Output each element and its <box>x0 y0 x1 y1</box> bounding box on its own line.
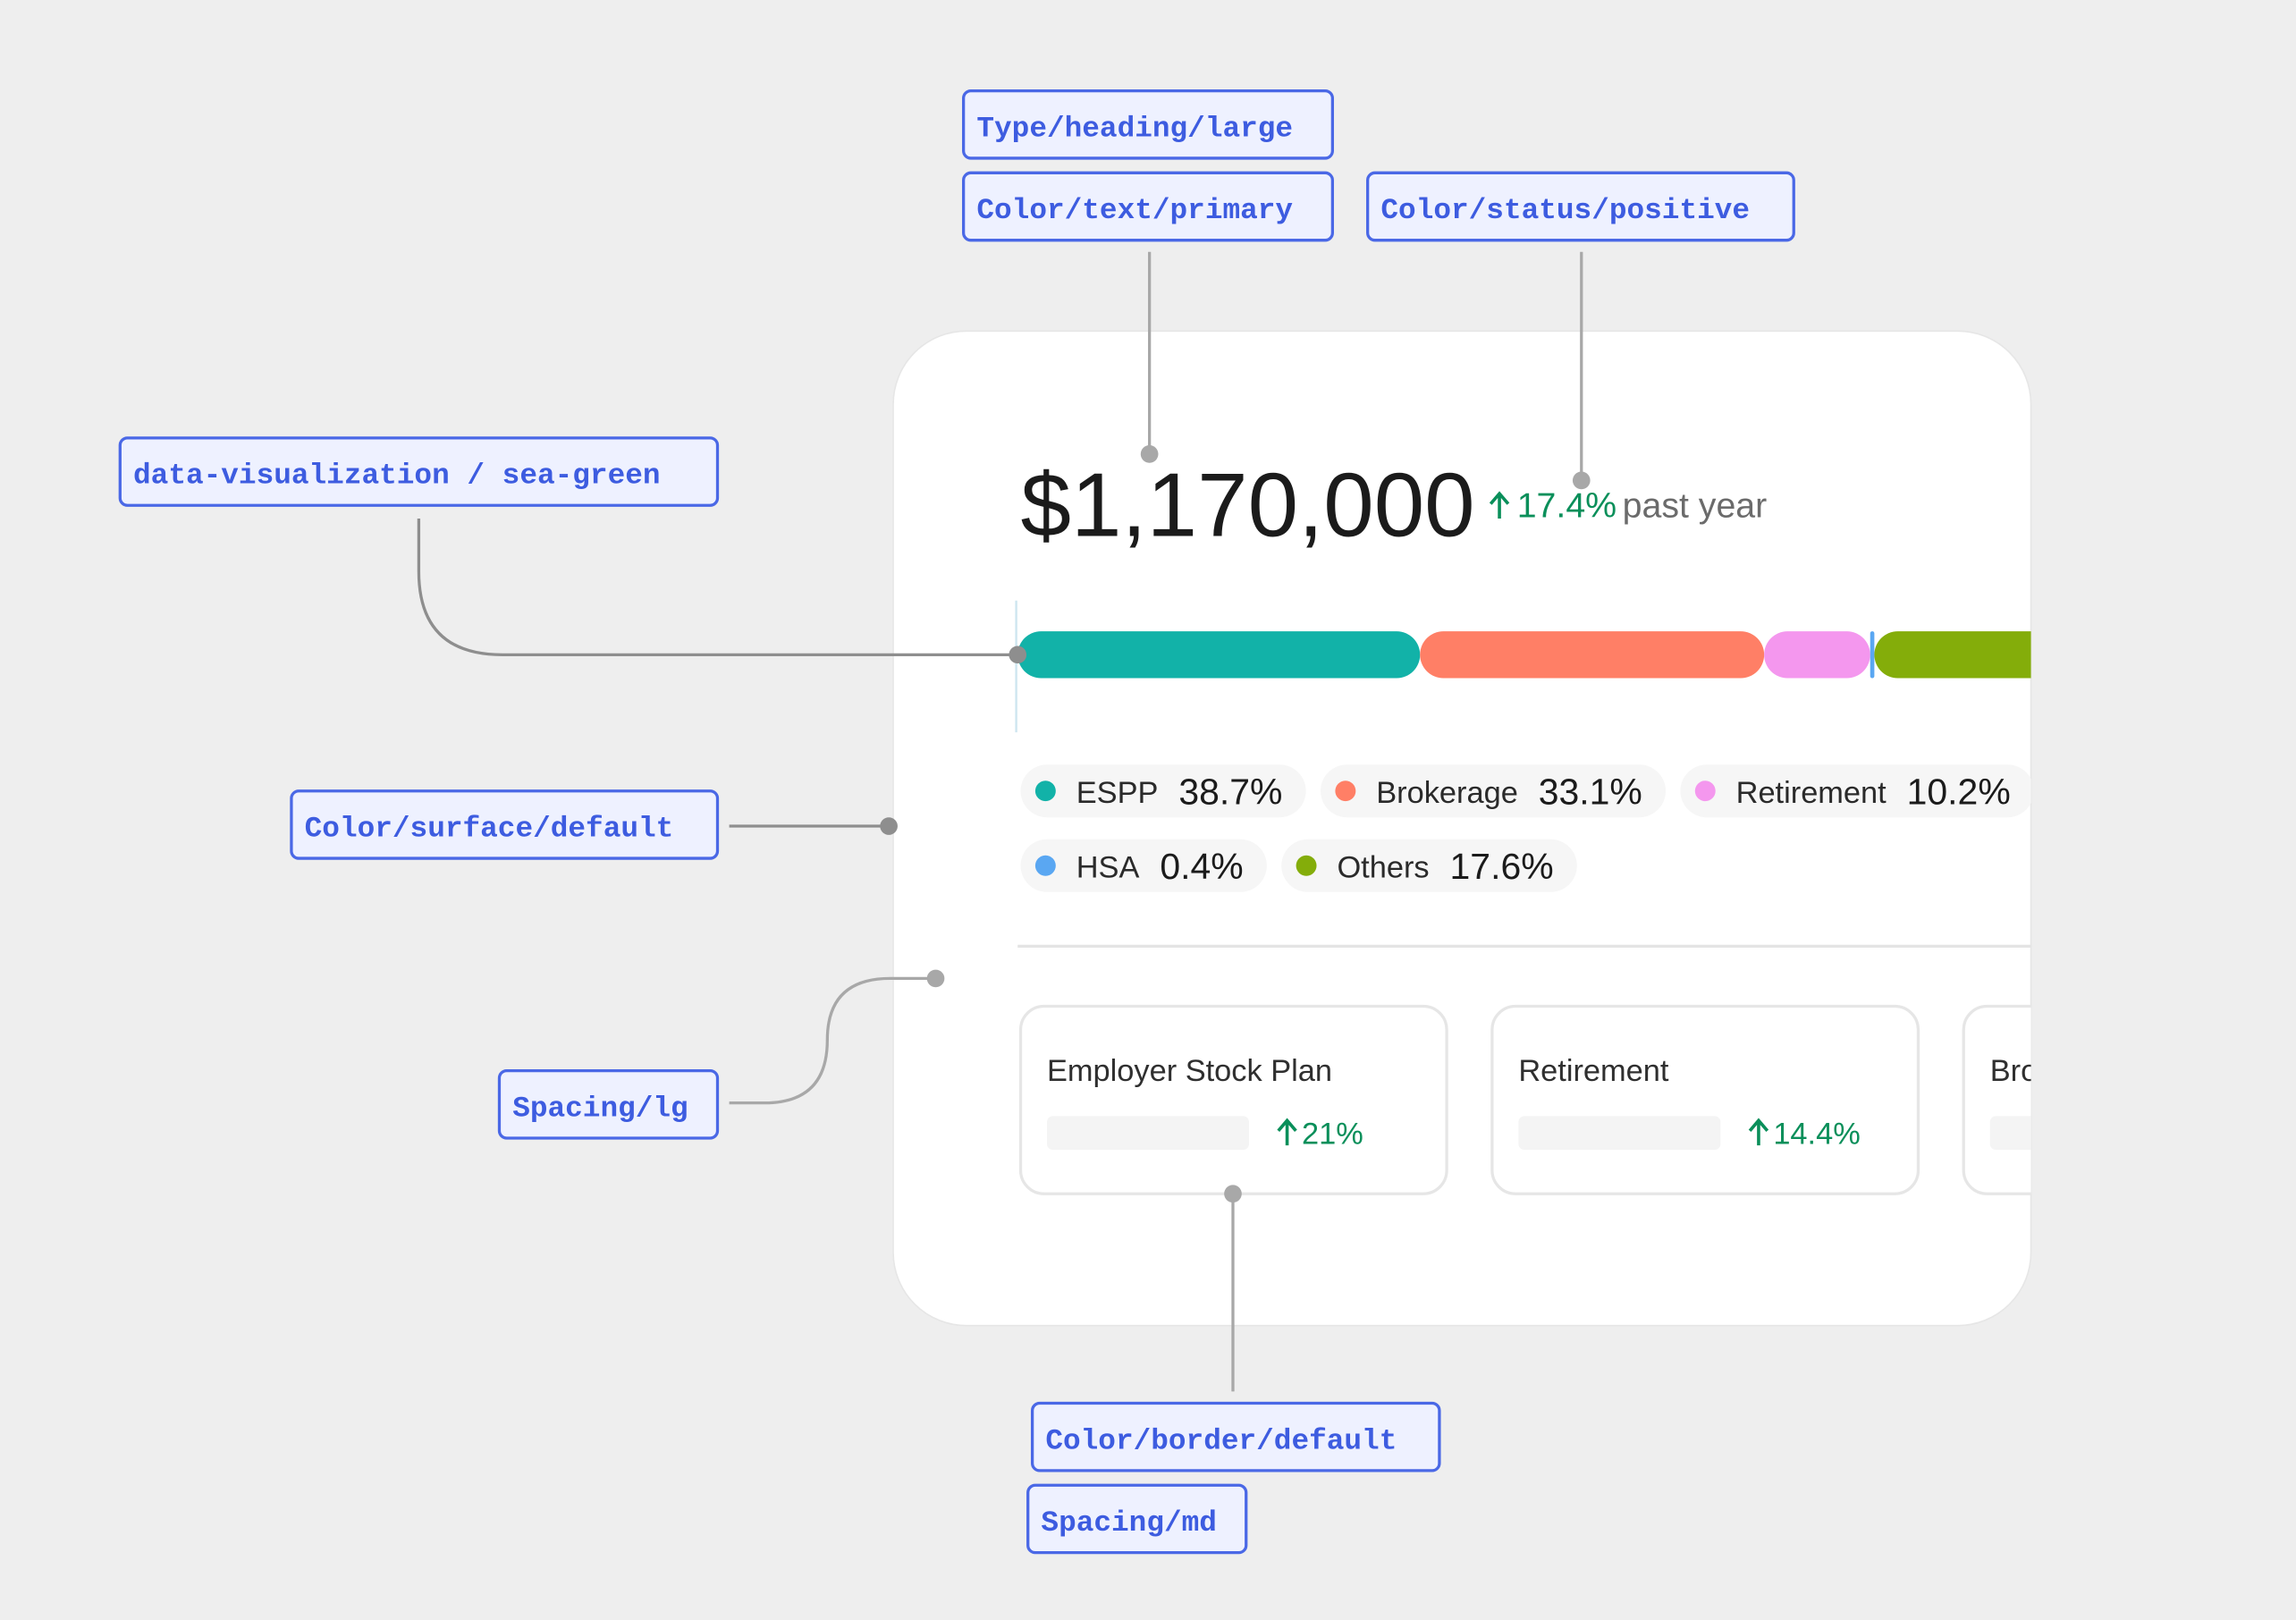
annotation-tag <box>1366 171 1795 242</box>
up-arrow <box>1748 1118 1769 1146</box>
annotation-label: Color/surface/default <box>305 812 674 845</box>
annotation-label: Type/heading/large <box>976 112 1293 145</box>
legend-value: 33.1% <box>1539 771 1642 812</box>
annotation-tag <box>118 436 720 507</box>
dot <box>1009 645 1027 664</box>
allocation-segment <box>1764 631 1870 679</box>
leader <box>417 518 1018 656</box>
legend-item: Others 17.6% <box>1281 839 1577 892</box>
legend-pill <box>1680 764 2031 818</box>
leader-dots <box>880 445 1591 1203</box>
placeholder-bar <box>1046 1116 1250 1151</box>
leader-lines <box>417 251 1583 1392</box>
annotation-label: data-visualization / sea-green <box>133 460 661 493</box>
legend-name: HSA <box>1076 850 1140 884</box>
annotation-label: Spacing/lg <box>512 1092 688 1125</box>
legend-name: ESPP <box>1076 776 1159 810</box>
legend-dot <box>1335 780 1356 802</box>
legend-dot <box>1296 855 1317 876</box>
annotation-label: Color/text/primary <box>976 194 1293 227</box>
legend-pill <box>1281 839 1577 892</box>
annotations: Type/heading/large Color/text/primary Colo… <box>118 89 1795 1555</box>
annotation-label: Color/status/positive <box>1380 194 1750 227</box>
allocation-segment <box>1874 631 2031 679</box>
dot <box>1572 471 1591 490</box>
dot <box>1224 1185 1242 1203</box>
annotation-tag <box>962 89 1334 160</box>
up-arrow <box>1277 1118 1297 1146</box>
allocation-segment <box>1017 631 1421 679</box>
change-label: past year <box>1623 485 1768 525</box>
legend-item: Brokerage 33.1% <box>1321 764 1667 818</box>
legend-item: Retirement 10.2% <box>1680 764 2031 818</box>
legend-pill <box>1321 764 1667 818</box>
leader <box>729 976 936 1105</box>
dot <box>1140 445 1159 463</box>
legend-value: 0.4% <box>1160 846 1243 887</box>
annotation-tag <box>962 171 1334 242</box>
allocation-segment <box>1420 631 1765 679</box>
placeholder-bar <box>1518 1116 1721 1151</box>
legend-dot <box>1034 855 1056 876</box>
legend-dot <box>1034 780 1056 802</box>
change: 17.4% <box>1517 485 1616 525</box>
legend-pill <box>1020 764 1306 818</box>
legend-value: 10.2% <box>1907 771 2011 812</box>
annotation-tag <box>1030 1401 1441 1472</box>
legend-item: HSA 0.4% <box>1020 839 1267 892</box>
annotation-tag <box>1026 1483 1248 1555</box>
dot <box>926 969 945 988</box>
legend-pill <box>1020 839 1267 892</box>
legend-dot <box>1694 780 1716 802</box>
account-change: 14.4% <box>1773 1118 1860 1152</box>
account-card <box>1490 1004 1920 1195</box>
legend-value: 38.7% <box>1178 771 1282 812</box>
account-change: 21% <box>1302 1118 1363 1152</box>
account-card <box>1018 1004 1448 1195</box>
annotation-label: Color/border/default <box>1045 1424 1397 1457</box>
legend-value: 17.6% <box>1450 846 1554 887</box>
annotation-tag <box>497 1068 720 1140</box>
up-arrow <box>1489 491 1510 519</box>
legend-name: Retirement <box>1736 776 1887 810</box>
annotation-label: Spacing/md <box>1041 1506 1217 1540</box>
dot <box>880 817 898 835</box>
card-content: $1,170,000 17.4% past year ESPP 38.7% Brok… <box>1015 454 2132 1195</box>
legend-item: ESPP 38.7% <box>1020 764 1306 818</box>
account-title: Retirement <box>1518 1054 1669 1088</box>
legend-name: Others <box>1337 850 1429 884</box>
account-card <box>1962 1004 2031 1195</box>
allocation-segment <box>1870 631 1875 679</box>
annotation-tag <box>290 789 720 860</box>
account-title: Employer Stock Plan <box>1047 1054 1332 1088</box>
legend-name: Brokerage <box>1376 776 1518 810</box>
total: $1,170,000 <box>1021 454 1475 556</box>
account-title: Brokerage <box>1990 1054 2132 1088</box>
